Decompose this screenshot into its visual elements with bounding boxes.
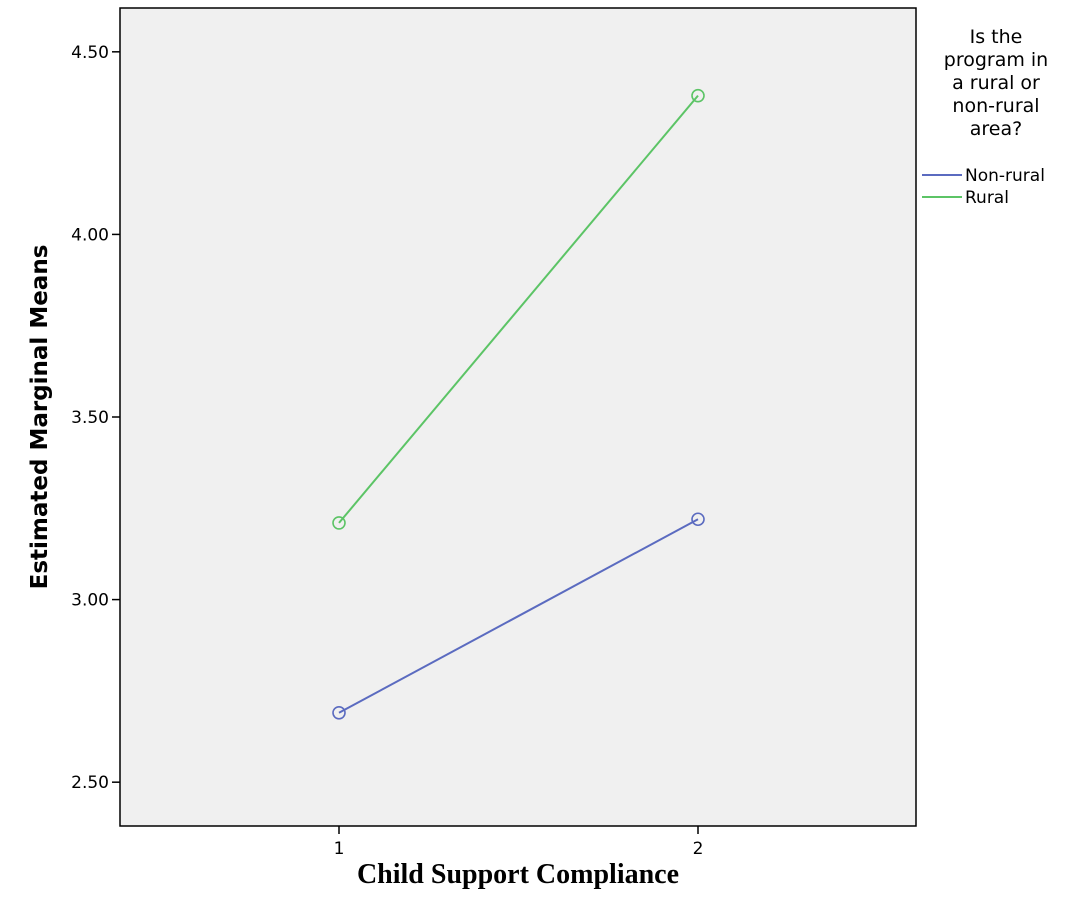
legend-title: Is the program in a rural or non-rural area? xyxy=(944,26,1048,140)
y-tick-label: 2.50 xyxy=(71,773,109,793)
legend-title-line: program in xyxy=(944,49,1048,71)
legend-title-line: area? xyxy=(970,118,1022,140)
legend-entry-label: Non-rural xyxy=(965,166,1045,186)
data-point-rural xyxy=(332,516,346,530)
legend-title-line: non-rural xyxy=(952,95,1039,117)
x-tick-label: 2 xyxy=(693,839,704,859)
y-tick-label: 4.00 xyxy=(71,225,109,245)
y-axis: 2.50 3.00 3.50 4.00 4.50 xyxy=(71,43,120,793)
data-point-non-rural xyxy=(691,512,705,527)
y-tick-label: 4.50 xyxy=(71,43,109,63)
legend-title-line: Is the xyxy=(970,26,1023,48)
series-line-non-rural xyxy=(338,518,699,714)
y-tick-label: 3.50 xyxy=(71,408,109,428)
series-line-rural xyxy=(338,94,699,524)
data-point-rural xyxy=(691,88,705,103)
y-tick-label: 3.00 xyxy=(71,591,109,611)
legend-entry-label: Rural xyxy=(965,188,1009,208)
y-axis-label: Estimated Marginal Means xyxy=(27,245,53,590)
plot-area xyxy=(119,7,917,827)
legend: Is the program in a rural or non-rural area?… xyxy=(922,26,1048,208)
x-axis-label: Child Support Compliance xyxy=(357,859,679,890)
data-point-non-rural xyxy=(332,705,346,720)
x-tick-label: 1 xyxy=(334,839,345,859)
legend-title-line: a rural or xyxy=(952,72,1040,94)
series-layer xyxy=(332,88,705,720)
